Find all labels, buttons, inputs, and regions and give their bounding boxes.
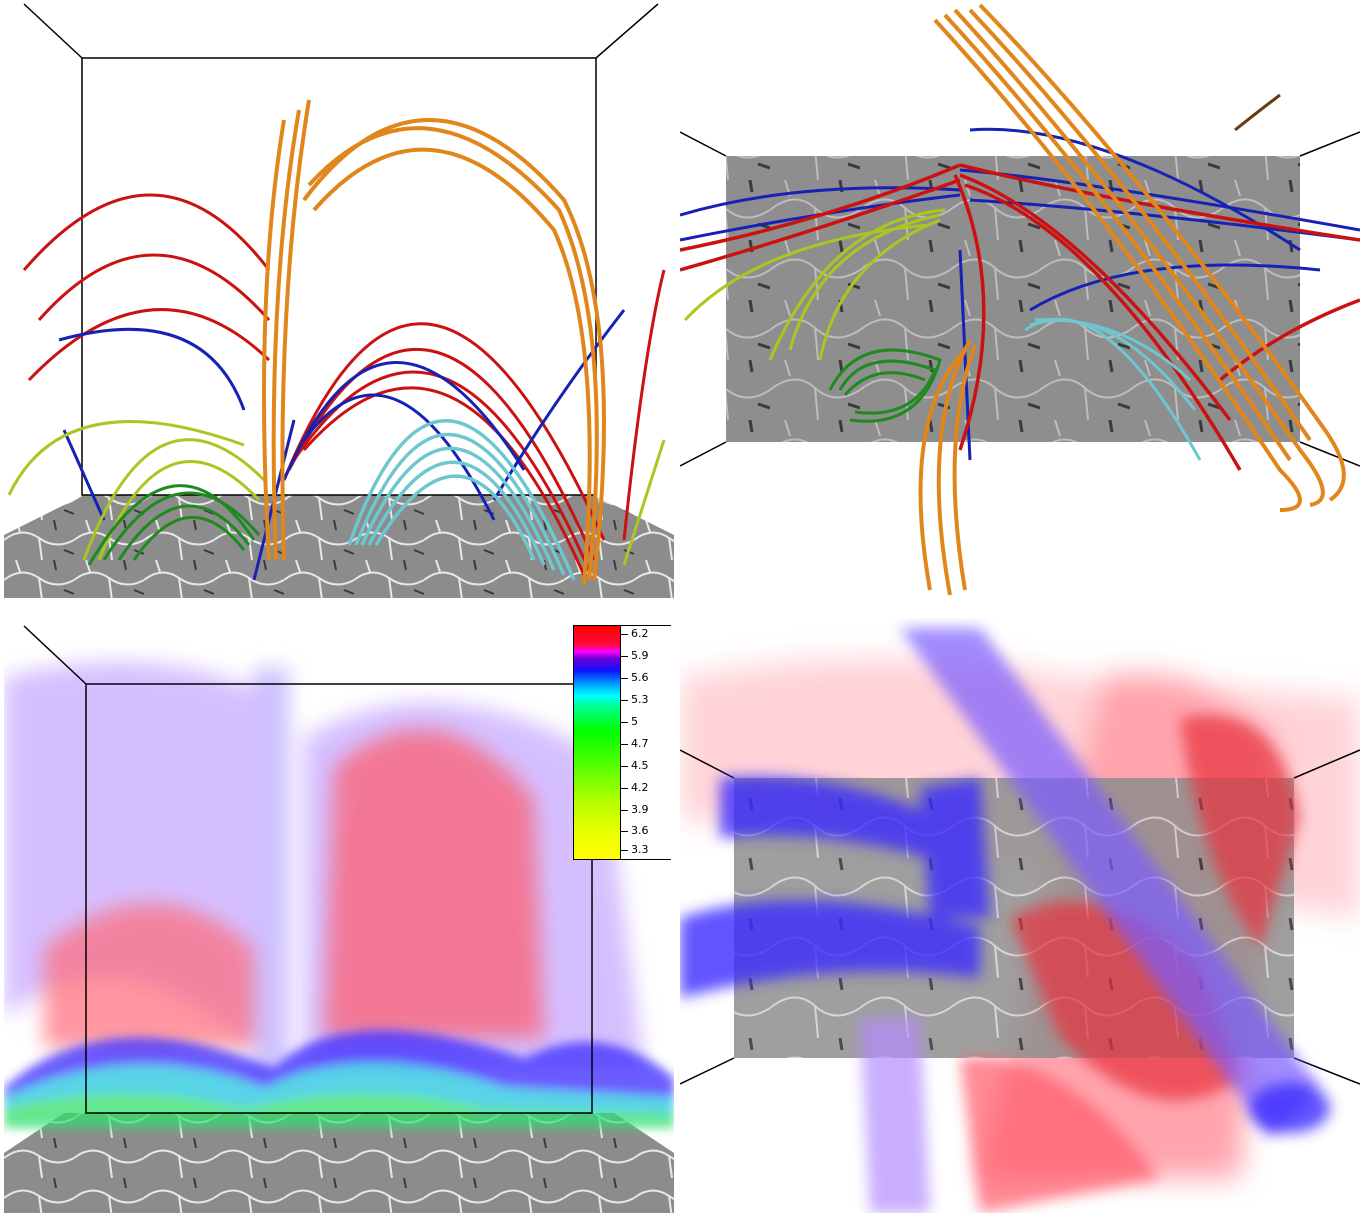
top-field-lines-canvas [680, 3, 1360, 596]
side-volume-canvas [4, 625, 674, 1213]
legend-frame [620, 625, 671, 860]
legend-tick-label: 6.2 [631, 627, 649, 640]
volume-blue [680, 776, 1330, 1133]
green-field-lines [87, 484, 261, 566]
side-field-lines-canvas [4, 3, 674, 598]
legend-tick-label: 5.6 [631, 671, 649, 684]
photosphere-floor [4, 495, 674, 598]
bounding-box [680, 749, 1360, 1085]
legend-tick-label: 4.7 [631, 737, 649, 750]
legend-tick: 4.7 [620, 737, 671, 751]
volume-violet [860, 628, 1320, 1213]
photosphere-floor [4, 1113, 674, 1213]
yellow-green-field-lines [683, 208, 946, 361]
legend-tick: 5.6 [620, 671, 671, 685]
cyan-field-lines [347, 419, 576, 581]
legend-tick-label: 4.5 [631, 759, 649, 772]
legend-tick: 3.9 [620, 803, 671, 817]
orange-field-lines [262, 99, 606, 586]
green-field-lines [828, 348, 942, 423]
red-field-lines [680, 163, 1360, 471]
legend-tick: 4.2 [620, 781, 671, 795]
legend-tick: 3.6 [620, 824, 671, 838]
legend-tick: 5 [620, 715, 671, 729]
legend-tick: 4.5 [620, 759, 671, 773]
legend-tick: 5.3 [620, 693, 671, 707]
legend-tick: 3.3 [620, 843, 671, 857]
volume-red [44, 729, 544, 1048]
legend-color-bar [573, 625, 621, 860]
bounding-box [23, 3, 659, 496]
bounding-box [680, 131, 1360, 467]
legend-tick-label: 3.3 [631, 843, 649, 856]
top-volume-canvas [680, 628, 1360, 1213]
panel-top-field-lines [680, 0, 1360, 598]
blue-field-lines [58, 309, 626, 581]
legend-tick-label: 5.9 [631, 649, 649, 662]
bounding-box [23, 625, 593, 1114]
legend-tick-label: 4.2 [631, 781, 649, 794]
panel-side-field-lines [4, 0, 674, 598]
legend-tick-label: 3.9 [631, 803, 649, 816]
legend-tick-label: 5 [631, 715, 638, 728]
legend-tick-label: 5.3 [631, 693, 649, 706]
brown-field-line-fragment [1234, 93, 1281, 132]
cyan-field-lines [1024, 317, 1202, 461]
legend-tick: 5.9 [620, 649, 671, 663]
panel-top-volume [680, 618, 1360, 1213]
volume-red [960, 715, 1300, 1213]
legend-tick-label: 3.6 [631, 824, 649, 837]
panel-side-volume: 6.2 5.9 5.6 5.3 5 4.7 4.5 4.2 3.9 3.6 3.… [4, 618, 674, 1213]
legend-tick: 6.2 [620, 627, 671, 641]
color-scale-legend: 6.2 5.9 5.6 5.3 5 4.7 4.5 4.2 3.9 3.6 3.… [573, 625, 671, 860]
volume-blue [4, 1030, 674, 1128]
orange-field-lines [918, 3, 1346, 596]
